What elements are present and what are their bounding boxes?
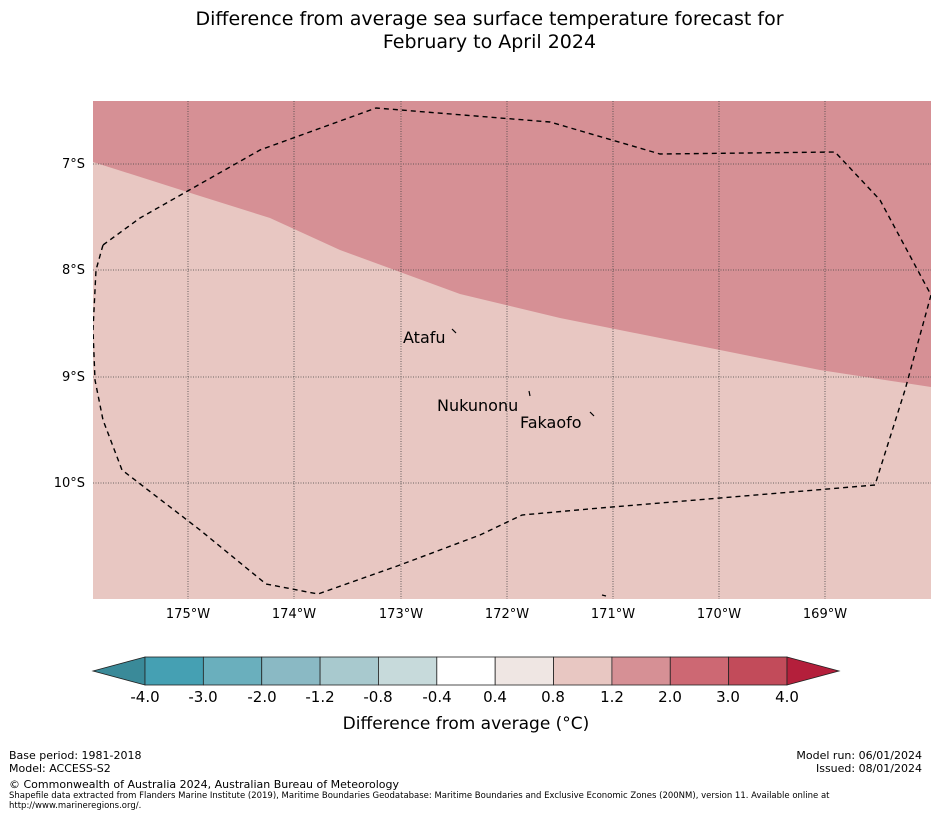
- lat-label-8s: 8°S: [61, 263, 85, 278]
- place-label-atafu: Atafu: [403, 328, 446, 347]
- colorbar-cell: [202, 656, 263, 686]
- colorbar-tick-label: -0.4: [422, 688, 452, 706]
- issued-date: Issued: 08/01/2024: [815, 762, 922, 775]
- lon-label-169w: 169°W: [802, 607, 848, 622]
- nukunonu-atoll: [528, 390, 531, 397]
- atafu-atoll: [451, 328, 457, 334]
- title-line-2: February to April 2024: [382, 31, 597, 53]
- colorbar-cell: [611, 656, 671, 686]
- colorbar-cell: [144, 656, 204, 686]
- lon-label-175w: 175°W: [165, 607, 211, 622]
- colorbar-tick-label: 3.0: [716, 688, 740, 706]
- colorbar: [91, 656, 841, 686]
- colorbar-tick-label: 0.4: [483, 688, 507, 706]
- colorbar-cell: [669, 656, 730, 686]
- colorbar-tick-label: -4.0: [130, 688, 160, 706]
- lon-label-174w: 174°W: [271, 607, 317, 622]
- shapefile-credit: Shapefile data extracted from Flanders M…: [9, 791, 830, 801]
- colorbar-tick-label: 1.2: [600, 688, 624, 706]
- colorbar-tick-label: 4.0: [775, 688, 799, 706]
- base-period: Base period: 1981-2018: [9, 749, 142, 762]
- colorbar-under-triangle: [91, 656, 146, 686]
- colorbar-cells: [144, 656, 788, 686]
- colorbar-cell: [494, 656, 554, 686]
- gridlines: [93, 101, 931, 599]
- region-1.2-to-2.0: [93, 101, 931, 387]
- colorbar-tick-label: -3.0: [188, 688, 218, 706]
- colorbar-cell: [553, 656, 613, 686]
- lat-label-9s: 9°S: [61, 370, 85, 385]
- atoll-marks: [451, 328, 595, 417]
- lat-label-7s: 7°S: [61, 157, 85, 172]
- colorbar-over-triangle: [786, 656, 841, 686]
- colorbar-cell: [319, 656, 379, 686]
- lat-label-10s: 10°S: [53, 476, 85, 491]
- title-line-1: Difference from average sea surface temp…: [195, 8, 784, 30]
- shapefile-url: http://www.marineregions.org/.: [9, 801, 142, 811]
- lon-label-171w: 171°W: [590, 607, 636, 622]
- fakaofo-atoll: [589, 411, 595, 417]
- model-run: Model run: 06/01/2024: [796, 749, 922, 762]
- colorbar-cell: [436, 656, 496, 686]
- colorbar-cell: [378, 656, 438, 686]
- colorbar-cell: [728, 656, 788, 686]
- place-label-fakaofo: Fakaofo: [520, 413, 582, 432]
- eez-boundary: [93, 107, 931, 595]
- lon-label-173w: 173°W: [378, 607, 424, 622]
- colorbar-tick-label: -0.8: [363, 688, 393, 706]
- lon-label-170w: 170°W: [696, 607, 742, 622]
- place-label-nukunonu: Nukunonu: [437, 396, 519, 415]
- colorbar-title: Difference from average (°C): [342, 714, 590, 734]
- colorbar-cell: [261, 656, 321, 686]
- model-name: Model: ACCESS-S2: [9, 762, 111, 775]
- chart-title: Difference from average sea surface temp…: [0, 8, 931, 54]
- colorbar-tick-label: 0.8: [541, 688, 565, 706]
- lon-label-172w: 172°W: [484, 607, 530, 622]
- colorbar-tick-label: -2.0: [247, 688, 277, 706]
- copyright-notice: © Commonwealth of Australia 2024, Austra…: [9, 778, 399, 791]
- boundary-fragment: [601, 594, 607, 597]
- colorbar-tick-label: -1.2: [305, 688, 335, 706]
- colorbar-tick-label: 2.0: [658, 688, 682, 706]
